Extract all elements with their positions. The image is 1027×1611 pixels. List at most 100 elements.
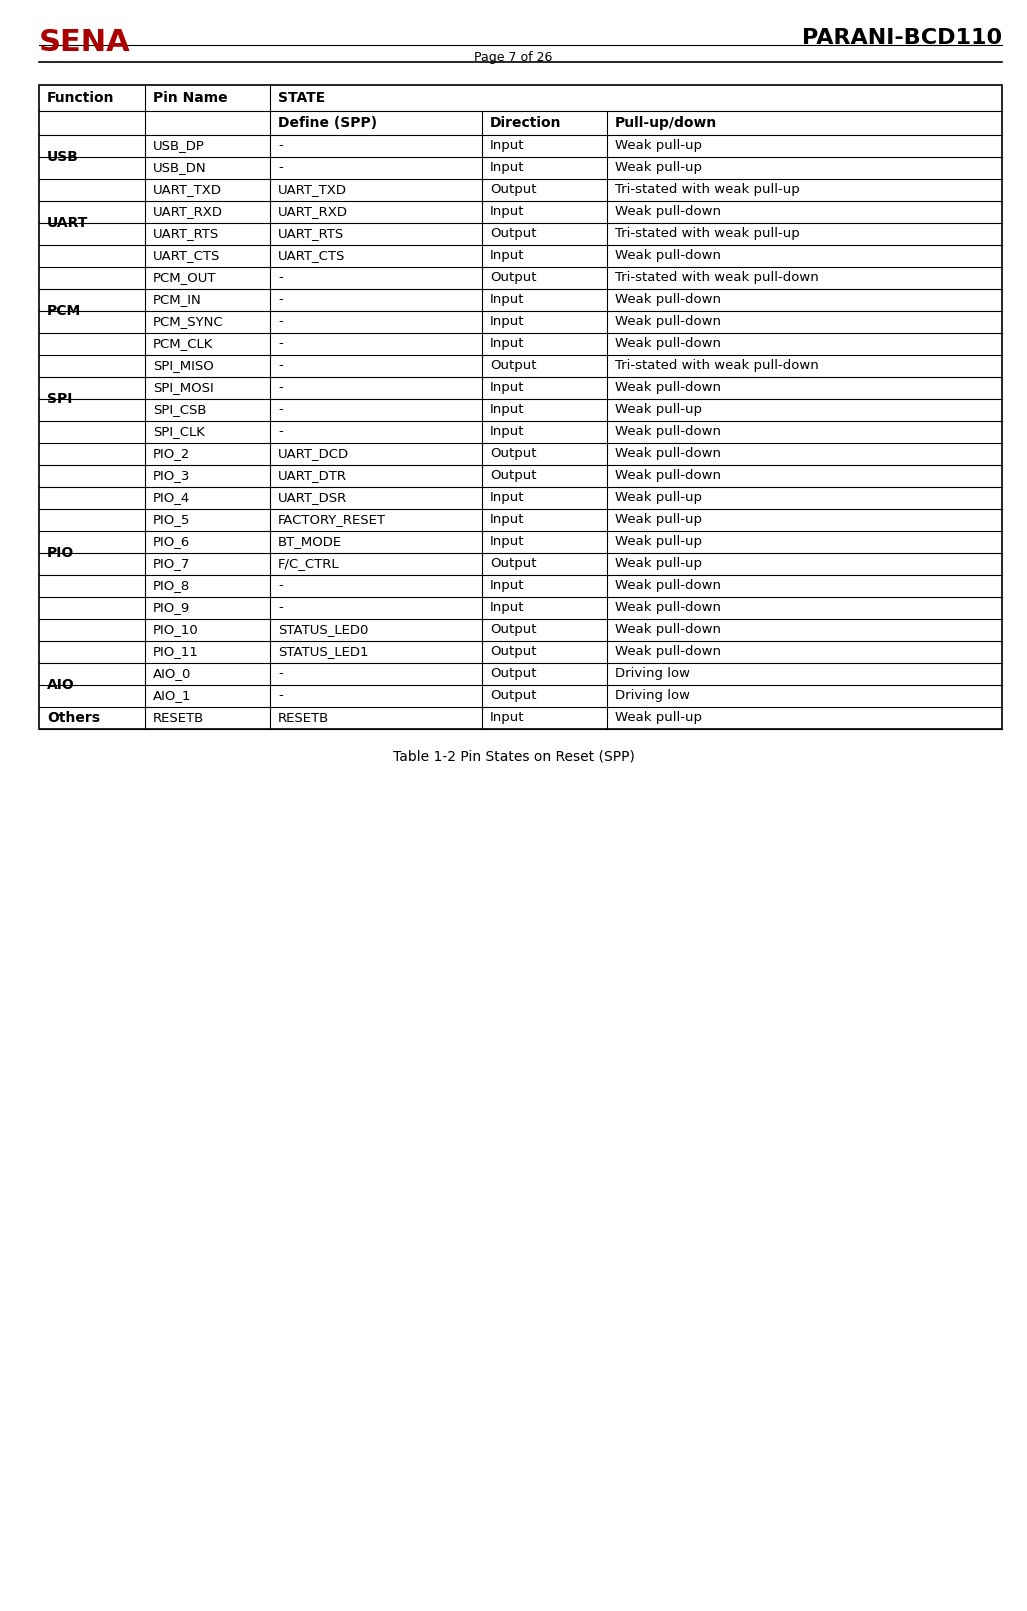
Text: PIO_9: PIO_9 (153, 601, 190, 614)
Text: PCM_IN: PCM_IN (153, 293, 201, 306)
Text: Weak pull-down: Weak pull-down (615, 382, 721, 395)
Text: SPI_CLK: SPI_CLK (153, 425, 204, 438)
Text: AIO: AIO (47, 678, 75, 693)
Text: UART_RTS: UART_RTS (278, 227, 344, 240)
Text: Direction: Direction (490, 116, 562, 130)
Text: Output: Output (490, 184, 536, 197)
Text: F/C_CTRL: F/C_CTRL (278, 557, 340, 570)
Text: Function: Function (47, 90, 114, 105)
Text: BT_MODE: BT_MODE (278, 535, 342, 548)
Text: Input: Input (490, 140, 525, 153)
Text: PIO_4: PIO_4 (153, 491, 190, 504)
Text: Input: Input (490, 250, 525, 263)
Text: Output: Output (490, 227, 536, 240)
Text: Others: Others (47, 710, 100, 725)
Text: USB: USB (47, 150, 79, 164)
Text: UART_DSR: UART_DSR (278, 491, 347, 504)
Text: Weak pull-down: Weak pull-down (615, 337, 721, 351)
Text: Weak pull-down: Weak pull-down (615, 206, 721, 219)
Text: Input: Input (490, 316, 525, 329)
Text: PIO_7: PIO_7 (153, 557, 190, 570)
Text: -: - (278, 382, 282, 395)
Text: UART_RXD: UART_RXD (153, 206, 223, 219)
Text: SENA: SENA (39, 27, 130, 56)
Text: Input: Input (490, 425, 525, 438)
Text: Table 1-2 Pin States on Reset (SPP): Table 1-2 Pin States on Reset (SPP) (392, 749, 635, 764)
Text: Tri-stated with weak pull-up: Tri-stated with weak pull-up (615, 227, 800, 240)
Text: Tri-stated with weak pull-up: Tri-stated with weak pull-up (615, 184, 800, 197)
Text: UART_DTR: UART_DTR (278, 469, 347, 483)
Text: UART: UART (47, 216, 88, 230)
Text: Input: Input (490, 161, 525, 174)
Text: Input: Input (490, 382, 525, 395)
Text: Output: Output (490, 690, 536, 702)
Text: PIO: PIO (47, 546, 74, 561)
Text: -: - (278, 316, 282, 329)
Text: Input: Input (490, 712, 525, 725)
Text: -: - (278, 359, 282, 372)
Text: Weak pull-up: Weak pull-up (615, 161, 702, 174)
Text: RESETB: RESETB (278, 712, 330, 725)
Text: Weak pull-down: Weak pull-down (615, 623, 721, 636)
Text: Weak pull-up: Weak pull-up (615, 535, 702, 548)
Text: PCM_OUT: PCM_OUT (153, 272, 217, 285)
Text: AIO_0: AIO_0 (153, 667, 191, 680)
Text: Driving low: Driving low (615, 667, 690, 680)
Text: UART_CTS: UART_CTS (153, 250, 221, 263)
Text: UART_DCD: UART_DCD (278, 448, 349, 461)
Text: Weak pull-down: Weak pull-down (615, 316, 721, 329)
Text: -: - (278, 403, 282, 417)
Text: Input: Input (490, 293, 525, 306)
Text: STATUS_LED1: STATUS_LED1 (278, 646, 369, 659)
Text: -: - (278, 580, 282, 593)
Text: AIO_1: AIO_1 (153, 690, 191, 702)
Text: PIO_11: PIO_11 (153, 646, 199, 659)
Text: Input: Input (490, 535, 525, 548)
Text: PIO_3: PIO_3 (153, 469, 190, 483)
Text: Weak pull-up: Weak pull-up (615, 491, 702, 504)
Text: SPI: SPI (47, 391, 72, 406)
Text: -: - (278, 667, 282, 680)
Text: -: - (278, 272, 282, 285)
Text: Input: Input (490, 514, 525, 527)
Text: -: - (278, 293, 282, 306)
Text: Weak pull-down: Weak pull-down (615, 250, 721, 263)
Bar (39, 85, 1002, 730)
Text: PIO_6: PIO_6 (153, 535, 190, 548)
Text: UART_TXD: UART_TXD (278, 184, 347, 197)
Text: SPI_CSB: SPI_CSB (153, 403, 206, 417)
Text: -: - (278, 140, 282, 153)
Text: Weak pull-up: Weak pull-up (615, 557, 702, 570)
Text: -: - (278, 161, 282, 174)
Text: -: - (278, 425, 282, 438)
Text: Weak pull-up: Weak pull-up (615, 712, 702, 725)
Text: -: - (278, 337, 282, 351)
Text: Tri-stated with weak pull-down: Tri-stated with weak pull-down (615, 359, 819, 372)
Text: Weak pull-down: Weak pull-down (615, 601, 721, 614)
Text: Output: Output (490, 646, 536, 659)
Text: Page 7 of 26: Page 7 of 26 (474, 50, 553, 63)
Text: Input: Input (490, 601, 525, 614)
Text: Pin Name: Pin Name (153, 90, 228, 105)
Text: PARANI-BCD110: PARANI-BCD110 (802, 27, 1002, 48)
Text: Output: Output (490, 667, 536, 680)
Text: RESETB: RESETB (153, 712, 204, 725)
Text: Input: Input (490, 491, 525, 504)
Text: Weak pull-up: Weak pull-up (615, 403, 702, 417)
Text: USB_DN: USB_DN (153, 161, 206, 174)
Text: USB_DP: USB_DP (153, 140, 204, 153)
Text: Weak pull-down: Weak pull-down (615, 580, 721, 593)
Text: Weak pull-down: Weak pull-down (615, 448, 721, 461)
Text: STATUS_LED0: STATUS_LED0 (278, 623, 369, 636)
Text: FACTORY_RESET: FACTORY_RESET (278, 514, 386, 527)
Text: Define (SPP): Define (SPP) (278, 116, 377, 130)
Text: Input: Input (490, 580, 525, 593)
Text: SPI_MOSI: SPI_MOSI (153, 382, 214, 395)
Text: PIO_10: PIO_10 (153, 623, 198, 636)
Text: Driving low: Driving low (615, 690, 690, 702)
Text: PCM_CLK: PCM_CLK (153, 337, 214, 351)
Text: Input: Input (490, 403, 525, 417)
Text: Output: Output (490, 557, 536, 570)
Text: -: - (278, 690, 282, 702)
Text: Weak pull-up: Weak pull-up (615, 514, 702, 527)
